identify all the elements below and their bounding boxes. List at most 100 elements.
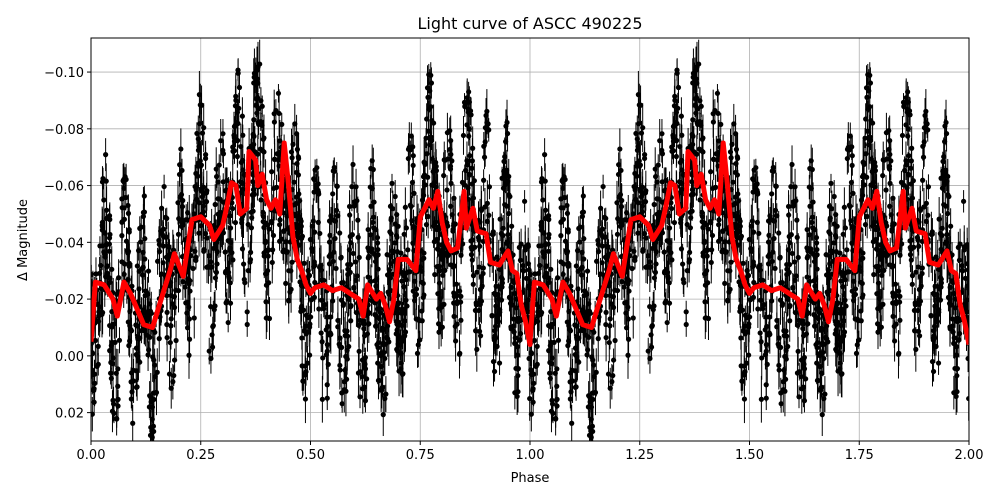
data-point (929, 232, 934, 237)
data-point (357, 349, 362, 354)
data-point (748, 297, 753, 302)
data-point (96, 344, 101, 349)
data-point (679, 114, 684, 119)
data-point (489, 313, 494, 318)
data-point (396, 301, 401, 306)
data-point (421, 292, 426, 297)
data-point (842, 205, 847, 210)
data-point (612, 338, 617, 343)
data-point (920, 178, 925, 183)
data-point (122, 174, 127, 179)
data-point (242, 280, 247, 285)
data-point (746, 325, 751, 330)
data-point (201, 249, 206, 254)
data-point (319, 330, 324, 335)
data-point (873, 237, 878, 242)
data-point (519, 242, 524, 247)
data-point (621, 284, 626, 289)
data-point (290, 142, 295, 147)
data-point (165, 335, 170, 340)
data-point (186, 305, 191, 310)
data-point (558, 259, 563, 264)
data-point (466, 110, 471, 115)
data-point (759, 397, 764, 402)
data-point (386, 339, 391, 344)
data-point (672, 94, 677, 99)
data-point (231, 133, 236, 138)
data-point (490, 232, 495, 237)
data-point (434, 237, 439, 242)
data-point (581, 193, 586, 198)
data-point (795, 323, 800, 328)
data-point (887, 181, 892, 186)
data-point (883, 187, 888, 192)
data-point (671, 148, 676, 153)
data-point (426, 214, 431, 219)
data-point (900, 133, 905, 138)
data-point (257, 61, 262, 66)
data-point (232, 148, 237, 153)
data-point (955, 366, 960, 371)
data-point (783, 328, 788, 333)
data-point (679, 246, 684, 251)
data-point (162, 184, 167, 189)
data-point (535, 344, 540, 349)
data-point (180, 204, 185, 209)
data-point (337, 230, 342, 235)
data-point (548, 267, 553, 272)
data-point (402, 232, 407, 237)
data-point (272, 157, 277, 162)
data-point (119, 259, 124, 264)
data-point (516, 366, 521, 371)
data-point (389, 181, 394, 186)
data-point (550, 355, 555, 360)
data-point (295, 230, 300, 235)
data-point (919, 271, 924, 276)
data-point (904, 162, 909, 167)
data-point (594, 370, 599, 375)
data-point (862, 135, 867, 140)
data-point (290, 155, 295, 160)
data-point (729, 155, 734, 160)
data-point (210, 324, 215, 329)
data-point (849, 180, 854, 185)
data-point (265, 268, 270, 273)
data-point (666, 245, 671, 250)
data-point (428, 137, 433, 142)
data-point (155, 370, 160, 375)
data-point (965, 356, 970, 361)
data-point (461, 133, 466, 138)
data-point (649, 324, 654, 329)
chart-title: Light curve of ASCC 490225 (417, 14, 642, 33)
data-point (614, 200, 619, 205)
data-point (473, 308, 478, 313)
data-point (776, 230, 781, 235)
data-point (566, 338, 571, 343)
data-point (442, 157, 447, 162)
data-point (681, 280, 686, 285)
data-point (653, 261, 658, 266)
data-point (705, 280, 710, 285)
data-point (299, 304, 304, 309)
data-point (790, 251, 795, 256)
data-point (735, 191, 740, 196)
data-point (356, 323, 361, 328)
data-point (130, 421, 135, 426)
data-point (474, 270, 479, 275)
data-point (227, 245, 232, 250)
data-point (223, 249, 228, 254)
data-point (441, 302, 446, 307)
data-point (348, 303, 353, 308)
data-point (815, 378, 820, 383)
data-point (961, 199, 966, 204)
data-point (173, 338, 178, 343)
data-point (302, 261, 307, 266)
data-point (251, 117, 256, 122)
data-point (444, 187, 449, 192)
data-point (848, 218, 853, 223)
data-point (928, 313, 933, 318)
data-point (870, 120, 875, 125)
data-point (325, 396, 330, 401)
data-point (850, 153, 855, 158)
data-point (841, 232, 846, 237)
